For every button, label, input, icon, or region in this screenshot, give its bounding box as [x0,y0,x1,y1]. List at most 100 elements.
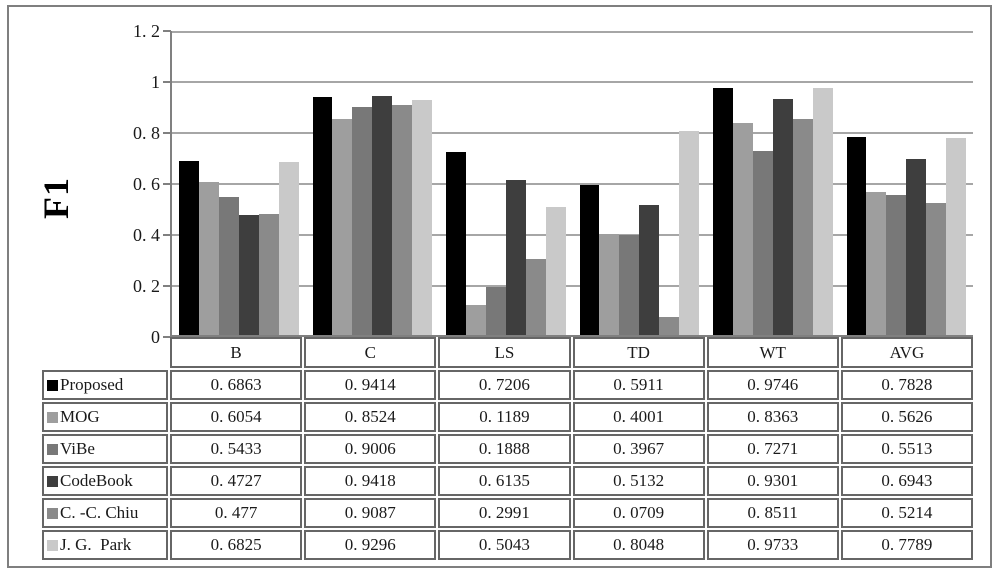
y-tick-mark [163,336,171,338]
bar-proposed-avg [846,136,867,335]
table-value-cell: 0. 6943 [840,466,973,496]
table-value-cell: 0. 5214 [840,498,973,528]
bar-j-g-park-c [412,99,433,335]
table-value-cell: 0. 9733 [706,530,839,560]
gridline [172,234,973,236]
gridline [172,81,973,83]
column-header-avg: AVG [840,337,973,368]
bar-group-b [172,31,306,335]
table-value-cell: 0. 7789 [840,530,973,560]
column-header-td: TD [572,337,705,368]
bar-vibe-avg [886,195,907,335]
legend-row-label: CodeBook [42,466,168,496]
legend-row-label: ViBe [42,434,168,464]
table-value-cell: 0. 5626 [840,402,973,432]
bar-vibe-c [352,106,373,335]
series-name: J. G. Park [60,535,132,554]
legend-swatch-icon [47,379,58,391]
gridline [172,183,973,185]
table-value-cell: 0. 1888 [438,434,571,464]
bar-group-ls [439,31,573,335]
bar-c-c-chiu-b [258,214,279,335]
table-value-cell: 0. 9087 [304,498,437,528]
bar-proposed-ls [446,152,466,335]
y-tick-label: 0. 6 [133,174,160,194]
column-header-ls: LS [438,337,571,368]
bar-c-c-chiu-c [392,104,413,335]
table-value-cell: 0. 6863 [170,370,303,400]
column-header-b: B [170,337,303,368]
y-tick-label: 0. 4 [133,225,160,245]
bar-groups [172,31,973,335]
y-tick-label: 0. 2 [133,276,160,296]
table-value-cell: 0. 7271 [706,434,839,464]
legend-swatch-icon [47,507,58,519]
y-tick-label: 1. 2 [133,21,160,41]
table-value-cell: 0. 5043 [438,530,571,560]
bar-group-wt [706,31,840,335]
table-value-cell: 0. 9746 [706,370,839,400]
legend-row-label: C. -C. Chiu [42,498,168,528]
bar-codebook-ls [505,179,526,335]
bar-mog-b [198,181,219,335]
bar-j-g-park-wt [812,88,833,335]
table-value-cell: 0. 477 [170,498,303,528]
bar-mog-avg [866,192,887,335]
y-tick-mark [163,30,171,32]
series-name: ViBe [60,439,95,458]
y-tick-mark [163,234,171,236]
table-value-cell: 0. 3967 [572,434,705,464]
bar-c-c-chiu-td [659,317,680,335]
gridline [172,132,973,134]
bar-j-g-park-b [278,162,299,335]
table-value-cell: 0. 9296 [304,530,437,560]
column-header-wt: WT [706,337,839,368]
bar-group-td [573,31,707,335]
series-name: C. -C. Chiu [60,503,139,522]
y-tick-label: 1 [151,72,160,92]
table-value-cell: 0. 4727 [170,466,303,496]
bar-codebook-b [238,215,259,335]
bar-vibe-wt [752,150,773,335]
y-tick-mark [163,132,171,134]
bar-j-g-park-ls [545,207,566,335]
y-tick-mark [163,285,171,287]
legend-swatch-icon [47,475,58,487]
chart-data-table: B C LS TD WT AVG Proposed 0. 6863 0. 9414 0. 7206… [42,337,973,560]
table-value-cell: 0. 7828 [840,370,973,400]
table-value-cell: 0. 8048 [572,530,705,560]
bar-mog-c [332,119,353,335]
bar-c-c-chiu-wt [792,119,813,335]
bar-proposed-b [179,161,199,335]
legend-row-label: Proposed [42,370,168,400]
table-value-cell: 0. 8524 [304,402,437,432]
legend-row-label: J. G. Park [42,530,168,560]
series-name: CodeBook [60,471,133,490]
bar-group-c [306,31,440,335]
y-tick-label: 0 [151,327,160,347]
legend-swatch-icon [47,539,58,551]
bar-proposed-td [579,185,600,335]
table-value-cell: 0. 9418 [304,466,437,496]
table-value-cell: 0. 5132 [572,466,705,496]
table-value-cell: 0. 8363 [706,402,839,432]
table-value-cell: 0. 5513 [840,434,973,464]
series-name: MOG [60,407,100,426]
table-value-cell: 0. 9006 [304,434,437,464]
y-tick-mark [163,183,171,185]
table-value-cell: 0. 8511 [706,498,839,528]
table-value-cell: 0. 0709 [572,498,705,528]
bar-c-c-chiu-avg [926,202,947,335]
bar-proposed-c [312,96,333,335]
table-value-cell: 0. 9301 [706,466,839,496]
bar-codebook-td [639,205,660,335]
bar-vibe-ls [485,287,506,335]
y-tick-mark [163,81,171,83]
table-value-cell: 0. 9414 [304,370,437,400]
table-value-cell: 0. 7206 [438,370,571,400]
bar-codebook-wt [772,99,793,335]
bar-vibe-b [218,197,239,335]
series-name: Proposed [60,375,124,394]
bar-proposed-wt [713,88,733,335]
